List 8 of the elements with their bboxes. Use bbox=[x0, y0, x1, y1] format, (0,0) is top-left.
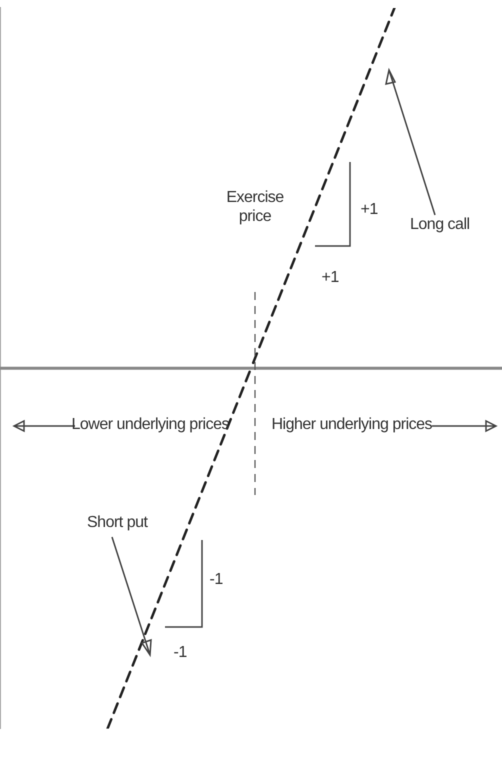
annotation: -1 bbox=[174, 643, 187, 662]
annotation: +1 bbox=[322, 268, 339, 287]
annotation: Exercise price bbox=[225, 188, 285, 226]
text: Long call bbox=[410, 215, 470, 234]
text: Short put bbox=[87, 513, 148, 532]
annotation: Higher underlying prices bbox=[272, 415, 432, 434]
annotation: +1 bbox=[360, 200, 378, 219]
annotation: -1 bbox=[210, 570, 223, 589]
